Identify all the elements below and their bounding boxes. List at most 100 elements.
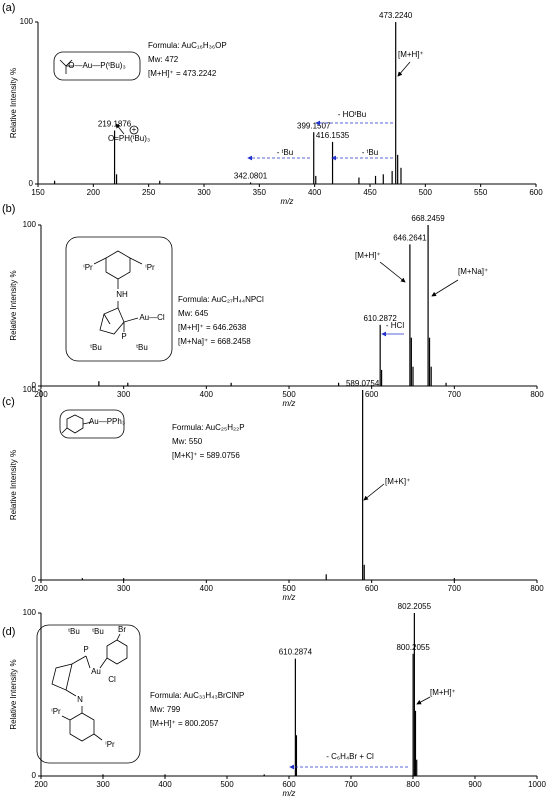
y-tick-label: 0	[32, 575, 37, 584]
y-axis-label: Relative Intensity %	[9, 450, 18, 520]
annotation-arrow	[431, 279, 459, 297]
y-tick-label: 0	[32, 771, 37, 780]
x-tick-label: 550	[474, 188, 488, 197]
annotation: - HCl	[386, 321, 404, 330]
y-tick-label: 100	[23, 608, 37, 617]
y-axis-label: Relative Intensity %	[9, 68, 18, 138]
x-tick-label: 350	[253, 188, 267, 197]
structure-label: ᵗBu	[92, 627, 104, 636]
structure-box	[36, 624, 141, 764]
structure-label: O—Au—P(ᵗBu)₃	[68, 61, 125, 70]
structure-label: N	[77, 695, 83, 704]
annotation: O=PH(ᵗBu)₃	[108, 134, 150, 143]
structure-bond	[59, 59, 74, 74]
x-tick-label: 300	[117, 584, 131, 593]
annotation: [M+Na]⁺	[458, 267, 488, 276]
structure-label: Au—Cl	[139, 313, 165, 322]
x-tick-label: 800	[530, 584, 544, 593]
x-tick-label: 200	[87, 188, 101, 197]
annotation-arrow	[416, 696, 431, 705]
peak-label: 802.2055	[398, 602, 432, 611]
x-tick-label: 300	[117, 390, 131, 399]
panel-label: (d)	[2, 626, 15, 638]
x-tick-label: 300	[96, 780, 110, 789]
x-tick-label: 900	[468, 780, 482, 789]
annotation: - ᵗBu	[277, 148, 293, 157]
formula-line: Mw: 472	[148, 55, 179, 64]
peak-label: 473.2240	[379, 11, 413, 20]
formula-line: Formula: AuC₂₇H₄₄NPCl	[178, 295, 264, 304]
x-tick-label: 200	[34, 584, 48, 593]
structure-label: ⁱPr	[51, 707, 61, 716]
annotation: - ᵗBu	[362, 148, 378, 157]
annotation-arrow	[379, 261, 406, 283]
y-axis-label: Relative Intensity %	[9, 270, 18, 340]
x-tick-label: 500	[282, 584, 296, 593]
charge-circle	[129, 125, 139, 135]
structure-label: ᵗBu	[68, 627, 80, 636]
x-tick-label: 800	[530, 390, 544, 399]
structure-box	[65, 236, 173, 362]
structure-label: ⁱPr	[145, 263, 155, 272]
annotation: - C₆H₄Br + Cl	[326, 752, 374, 761]
structure-label: Au	[91, 667, 101, 676]
annotation: +	[132, 125, 137, 134]
x-axis-label: m/z	[283, 399, 296, 408]
y-tick-label: 0	[32, 381, 37, 390]
structure-ring	[69, 712, 95, 742]
structure-box	[53, 51, 141, 81]
x-tick-label: 150	[31, 188, 45, 197]
x-tick-label: 500	[419, 188, 433, 197]
annotation: [M+K]⁺	[385, 477, 410, 486]
structure-bond	[93, 257, 143, 335]
structure-ring	[106, 639, 128, 665]
annotation-arrow	[397, 61, 411, 77]
x-tick-label: 400	[200, 584, 214, 593]
annotation-arrow	[115, 123, 125, 135]
formula-line: Formula: AuC₁₆H₃₆OP	[148, 41, 227, 50]
x-tick-label: 800	[406, 780, 420, 789]
structure-label: Cl	[108, 675, 116, 684]
annotation: - HOᵗBu	[338, 110, 366, 119]
peak-label: 589.0754	[346, 379, 380, 388]
formula-line: [M+H]⁺ = 473.2242	[148, 69, 217, 78]
structure-box	[59, 409, 125, 439]
structure-label: Br	[118, 625, 126, 634]
y-tick-label: 0	[29, 179, 34, 188]
x-tick-label: 600	[365, 390, 379, 399]
x-tick-label: 250	[142, 188, 156, 197]
x-tick-label: 300	[197, 188, 211, 197]
peak-label: 416.1535	[316, 131, 350, 140]
structure-label: P	[83, 645, 88, 654]
structure-label: ᵗBu	[90, 343, 102, 352]
structure-bond	[61, 421, 93, 434]
annotation: [M+H]⁺	[430, 688, 456, 697]
x-axis-label: m/z	[281, 197, 294, 206]
annotation-arrow	[363, 483, 385, 501]
annotation: [M+H]⁺	[398, 50, 424, 59]
formula-line: [M+H]⁺ = 646.2638	[178, 323, 247, 332]
x-tick-label: 700	[448, 584, 462, 593]
y-tick-label: 100	[20, 17, 34, 26]
x-tick-label: 600	[282, 780, 296, 789]
formula-line: [M+Na]⁺ = 668.2458	[178, 337, 251, 346]
formula-line: Formula: AuC₂₅H₂₂P	[172, 423, 245, 432]
structure-label: ⁱPr	[83, 263, 93, 272]
y-axis-label: Relative Intensity %	[9, 659, 18, 729]
x-tick-label: 1000	[528, 780, 546, 789]
formula-line: [M+H]⁺ = 800.2057	[150, 719, 219, 728]
x-tick-label: 450	[363, 188, 377, 197]
structure-label: ⁱPr	[105, 740, 115, 749]
peak-label: 342.0801	[234, 171, 268, 180]
panel-label: (a)	[2, 2, 15, 14]
panel-label: (c)	[2, 396, 15, 408]
structure-label: NH	[116, 290, 128, 299]
y-tick-label: 100	[23, 220, 37, 229]
peak-label: 800.2055	[396, 643, 430, 652]
structure-label: Au—PPh₃	[89, 417, 125, 426]
x-axis-label: m/z	[283, 593, 296, 602]
peak-label: 610.2874	[279, 648, 313, 657]
peak-label: 646.2641	[393, 233, 427, 242]
structure-bond	[51, 633, 121, 741]
x-tick-label: 600	[365, 584, 379, 593]
